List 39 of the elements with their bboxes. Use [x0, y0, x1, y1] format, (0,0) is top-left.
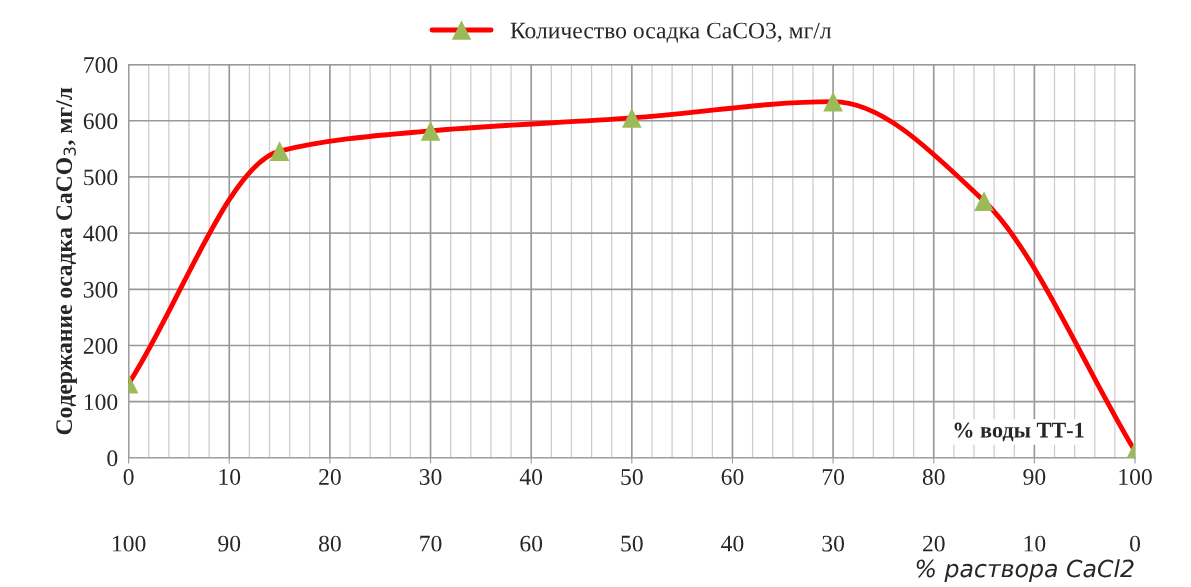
- y-tick-label: 200: [83, 337, 118, 354]
- x-tick-label: 100: [1119, 468, 1152, 485]
- y-tick-label: 600: [83, 113, 118, 130]
- x-tick-label: 50: [621, 468, 643, 485]
- x-axis-title: % воды ТТ-1: [954, 422, 1084, 442]
- x2-tick-label: 20: [922, 535, 945, 552]
- y-tick-label: 400: [83, 225, 118, 242]
- point: [269, 141, 290, 161]
- x2-tick-label: 100: [113, 535, 146, 552]
- x-tick-label: 40: [519, 468, 543, 485]
- x2-tick-label: 60: [520, 535, 543, 552]
- point: [823, 91, 843, 112]
- point: [622, 108, 642, 128]
- y-tick-label: 0: [107, 450, 118, 467]
- x-tick-label: 0: [123, 468, 134, 485]
- y-tick-label: 100: [84, 394, 118, 411]
- x2-tick-label: 80: [319, 535, 341, 552]
- y-axis-title: Содержание осадка CaCO$_{3}$, мг/л: [56, 87, 77, 435]
- x2-tick-label: 30: [822, 535, 845, 552]
- point: [420, 121, 441, 141]
- x-tick-label: 70: [822, 468, 845, 485]
- x-tick-label: 30: [419, 468, 442, 485]
- x-tick-label: 60: [721, 468, 744, 485]
- legend-label: Количество осадка CaCO3, мг/л: [510, 22, 832, 43]
- x2-tick-label: 10: [1024, 535, 1046, 552]
- x2-tick-label: 90: [218, 535, 241, 552]
- x2-tick-label: 40: [721, 535, 744, 552]
- point: [974, 191, 994, 211]
- x-tick-label: 10: [219, 468, 241, 485]
- y-tick-label: 700: [84, 57, 118, 73]
- y-tick-label: 500: [84, 169, 118, 186]
- x2-tick-label: 70: [420, 535, 442, 552]
- y-tick-label: 300: [83, 281, 118, 298]
- x-tick-label: 80: [922, 468, 945, 485]
- x2-tick-label: 50: [621, 535, 643, 552]
- x2-axis-title: % раствора CaCl2: [916, 559, 1134, 582]
- x2-tick-label: 0: [1130, 535, 1141, 552]
- x-tick-label: 90: [1023, 468, 1046, 485]
- x-tick-label: 20: [319, 468, 341, 485]
